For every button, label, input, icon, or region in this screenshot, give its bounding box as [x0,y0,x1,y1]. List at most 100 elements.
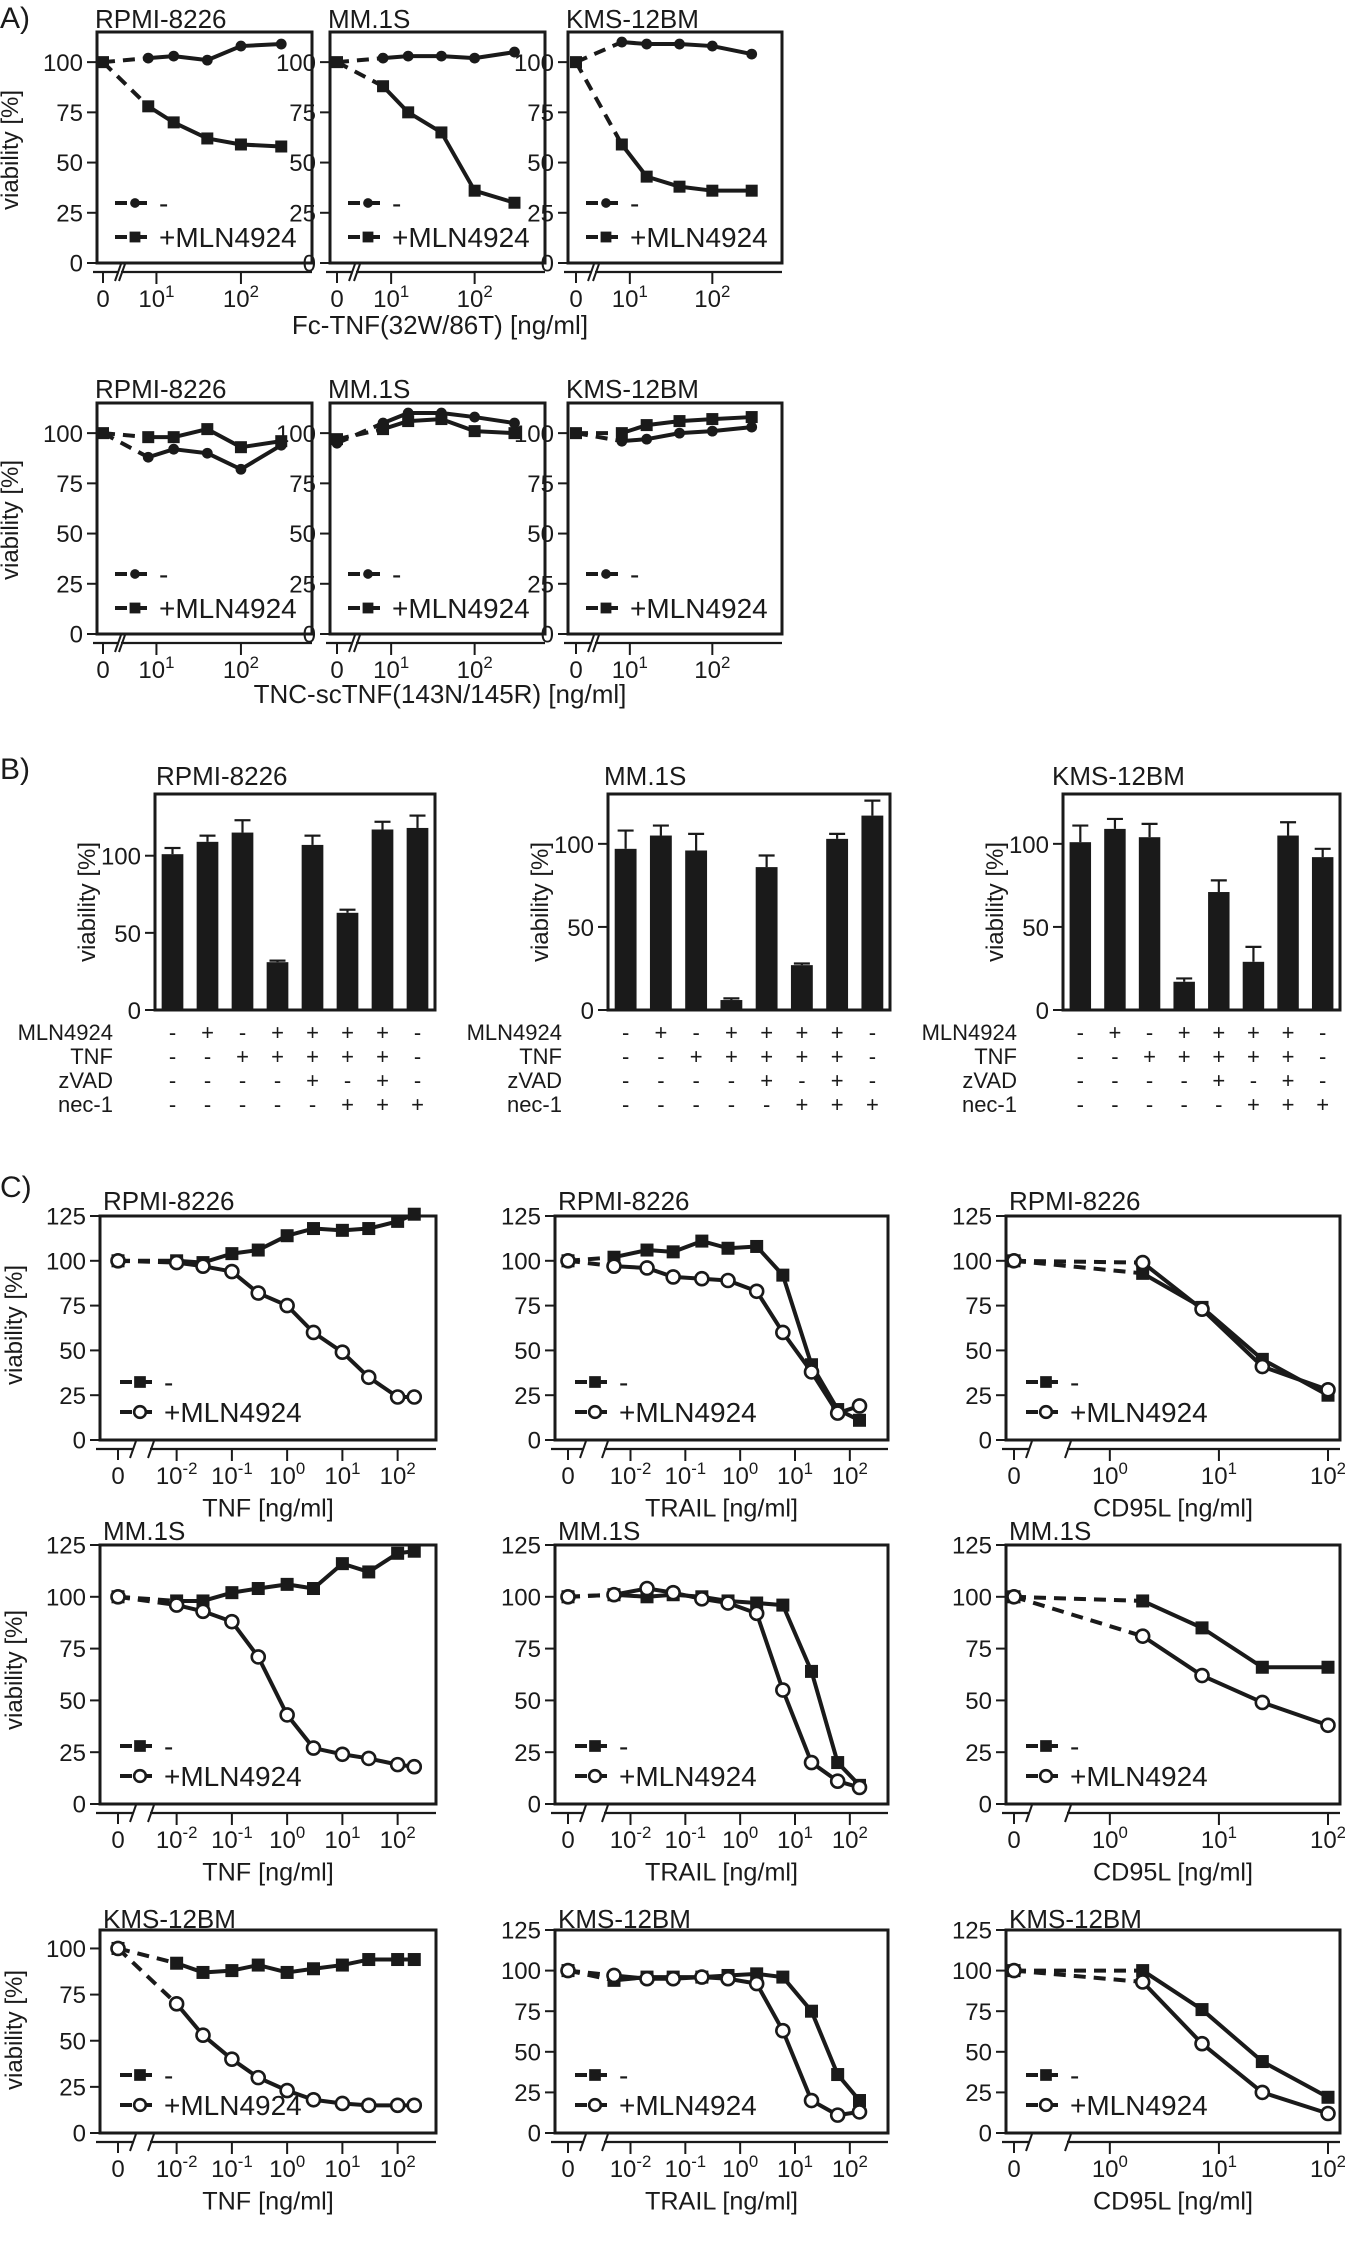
x-tick-label: 0 [1007,1827,1020,1854]
axis-break [601,1440,609,1459]
legend-label-mln4924: +MLN4924 [619,2090,757,2121]
data-point [305,1324,322,1341]
legend-marker [600,231,612,243]
y-tick-label: 100 [276,421,316,448]
bar [1311,857,1334,1010]
data-point [1194,2035,1210,2052]
y-tick-label: 25 [514,1740,541,1767]
y-axis-label: viability [%] [982,842,1009,962]
condition-sign: + [1282,1044,1295,1069]
condition-sign: - [1319,1020,1326,1045]
x-tick-label: 102 [380,1459,416,1490]
y-tick-label: 75 [59,1636,86,1663]
y-tick-label: 25 [514,2080,541,2107]
data-point [803,1364,820,1380]
y-tick-label: 50 [514,2039,541,2066]
y-tick-label: 25 [289,200,316,227]
condition-sign: - [692,1092,699,1117]
legend-label-control: - [619,2060,628,2091]
condition-sign: - [657,1092,664,1117]
y-tick-label: 100 [952,1584,992,1611]
condition-sign: - [728,1092,735,1117]
condition-label: MLN4924 [18,1020,113,1045]
data-point [1320,2105,1336,2122]
condition-sign: + [831,1044,844,1069]
bar [614,848,637,1010]
data-point [639,1970,655,1987]
y-tick-label: 25 [289,571,316,598]
chart-a-kms-tnc: KMS-12BM 0 25 50 75 100 0 101 102 -+MLN4924 [514,374,784,684]
condition-sign: + [866,1092,879,1117]
y-tick-label: 100 [501,1248,541,1275]
condition-sign: - [239,1068,246,1093]
condition-sign: - [798,1068,805,1093]
x-tick-label: 100 [722,2152,758,2183]
data-point [306,1962,320,1976]
data-point [1320,1717,1336,1734]
legend-marker [587,1404,603,1420]
data-point [436,50,447,62]
chart-a-rpmi-fc: RPMI-8226 0 25 50 75 100 0 101 102 -+MLN4924 [43,4,314,313]
condition-sign: - [169,1044,176,1069]
data-point [639,1260,655,1276]
data-point [721,1241,735,1255]
condition-sign: - [692,1068,699,1093]
y-tick-label: 100 [514,50,554,77]
data-point [606,1586,622,1603]
data-point [402,106,415,119]
panel-title: RPMI-8226 [103,1186,235,1216]
x-tick-label: 100 [722,1823,758,1854]
condition-sign: - [1077,1092,1084,1117]
condition-sign: + [725,1020,738,1045]
series-line [147,443,283,472]
x-tick-label: 102 [457,282,493,313]
legend-marker [1038,1404,1054,1420]
y-tick-label: 0 [70,251,83,278]
data-point [275,140,288,153]
condition-sign: + [271,1020,284,1045]
data-point [560,1253,576,1269]
x-tick-label: 10-2 [610,1823,652,1854]
x-tick-label: 100 [269,1459,305,1490]
series-line-segment [574,61,624,146]
series-mln4924 [110,1589,423,1775]
data-point [776,1268,790,1282]
data-point [391,1953,405,1967]
data-point [1255,1660,1269,1674]
x-tick-label: 0 [569,657,582,684]
axis-break [1025,1440,1033,1459]
legend-label-mln4924: +MLN4924 [164,1761,302,1792]
data-point [195,1258,211,1274]
data-point [279,1707,295,1723]
legend-label-mln4924: +MLN4924 [159,222,297,253]
data-point [469,52,481,64]
y-tick-label: 50 [289,150,316,177]
data-point [746,421,758,433]
data-point [305,2091,322,2108]
data-point [665,1269,681,1285]
data-point [1134,1974,1151,1990]
series-mln4924 [560,1580,868,1796]
data-point [377,80,390,93]
legend: -+MLN4924 [575,1731,757,1792]
condition-sign: - [1319,1068,1326,1093]
axis-break [1064,2133,1072,2152]
y-tick-label: 125 [952,1918,992,1945]
data-point [1195,2003,1209,2017]
data-point [745,184,758,197]
y-tick-label: 25 [965,2080,992,2107]
legend-label-control: - [159,559,168,590]
legend-marker [132,1404,148,1420]
axis-break [348,634,356,653]
legend: -+MLN4924 [348,559,530,624]
x-tick-label: 10-2 [610,2152,652,2183]
condition-sign: - [1250,1068,1257,1093]
series-line-segment [336,427,384,442]
condition-sign: + [1282,1068,1295,1093]
panel-title: MM.1S [328,374,410,404]
y-axis-label: viability [%] [0,90,24,210]
legend-label-mln4924: +MLN4924 [1070,1397,1208,1428]
x-tick-label: 10-2 [610,1459,652,1490]
